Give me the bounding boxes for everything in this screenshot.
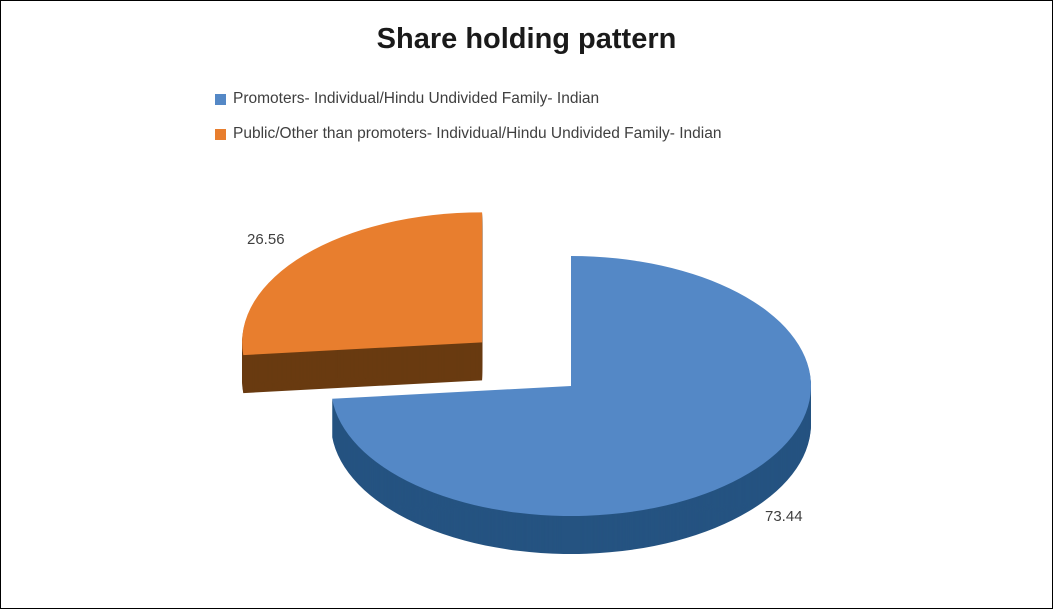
pie-slice-1	[242, 212, 483, 394]
legend-label-public: Public/Other than promoters- Individual/…	[233, 125, 722, 142]
legend-swatch-public-icon	[215, 128, 226, 140]
pie-slice-0	[332, 256, 812, 554]
legend-swatch-promoters-icon	[215, 93, 226, 105]
chart-title: Share holding pattern	[376, 23, 677, 55]
data-label-promoters: 73.44	[765, 508, 803, 525]
chart-legend: Promoters- Individual/Hindu Undivided Fa…	[215, 89, 722, 159]
data-label-public: 26.56	[247, 231, 285, 248]
legend-item-public: Public/Other than promoters- Individual/…	[215, 124, 722, 144]
legend-label-promoters: Promoters- Individual/Hindu Undivided Fa…	[233, 90, 600, 107]
legend-item-promoters: Promoters- Individual/Hindu Undivided Fa…	[215, 89, 722, 109]
